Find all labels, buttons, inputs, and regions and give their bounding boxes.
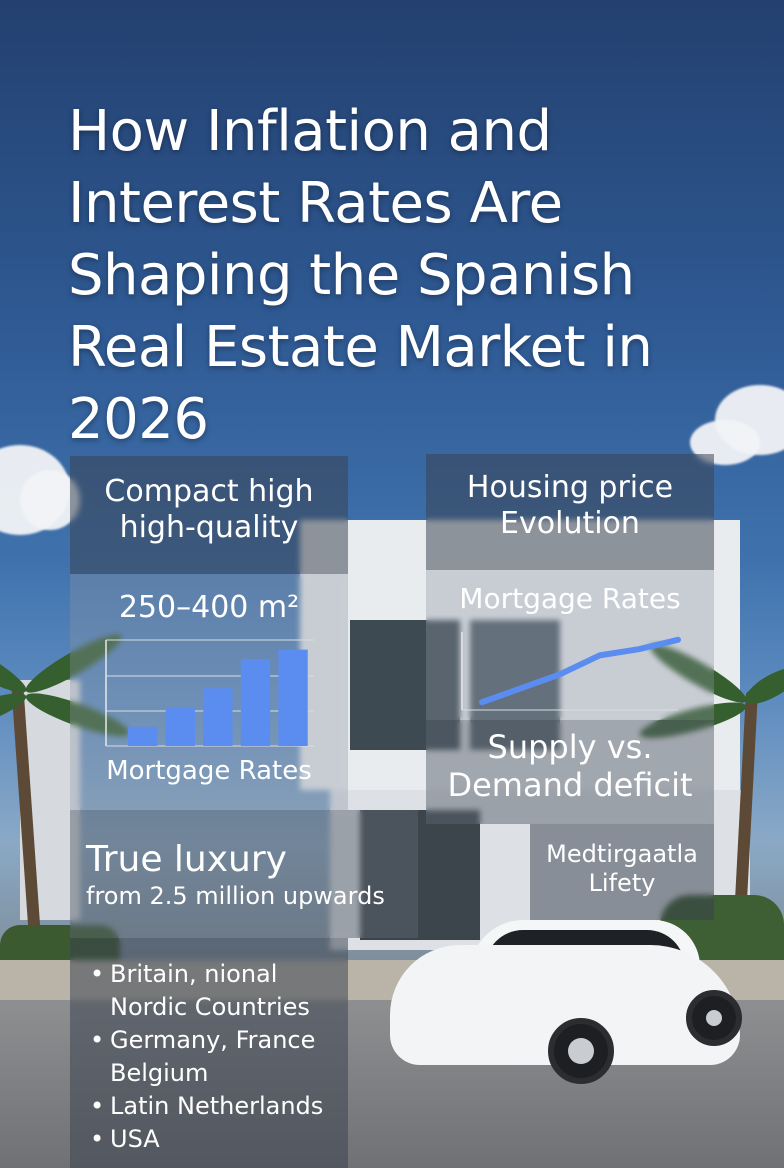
panel-luxury: True luxury from 2.5 million upwards [70, 810, 418, 938]
supply-demand-text: Supply vs. Demand deficit [447, 728, 693, 805]
bar-chart-label: Mortgage Rates [106, 756, 312, 786]
size-range-text: 250–400 m² [118, 590, 300, 625]
list-item: • Latin Netherlands [90, 1092, 324, 1120]
panel-compact-heading: Compact high high-quality [70, 456, 348, 574]
list-item: • Germany, France Belgium [90, 1026, 316, 1087]
panel-housing-heading: Housing price Evolution [426, 454, 714, 570]
panel-countries [70, 938, 348, 1168]
panel-size-chart: 250–400 m² Mortgage Rates [70, 574, 348, 810]
lifestyle-text: Medtirgaatla Lifety [546, 840, 698, 897]
panel-lifestyle: Medtirgaatla Lifety [530, 824, 714, 920]
luxury-title: True luxury [86, 839, 287, 880]
bar [165, 707, 195, 746]
list-item: • Britain, nional Nordic Countries [90, 960, 310, 1021]
bar [278, 649, 308, 746]
bar [203, 688, 233, 746]
line-chart [461, 632, 681, 711]
bar [240, 659, 271, 746]
page-title: How Inflation and Interest Rates Are Sha… [68, 99, 653, 452]
panel-supply-demand: Supply vs. Demand deficit [426, 720, 714, 824]
luxury-subtitle: from 2.5 million upwards [86, 882, 385, 910]
housing-heading-text: Housing price Evolution [466, 470, 674, 541]
panel-mortgage-chart: Mortgage Rates [426, 570, 714, 720]
bar [128, 726, 158, 746]
country-list: • Britain, nional Nordic Countries • Germa… [86, 958, 348, 1156]
car-wheel [548, 1018, 614, 1084]
bar-chart [105, 639, 314, 747]
line-series [479, 636, 681, 706]
car-wheel [686, 990, 742, 1046]
list-item: • USA [90, 1125, 160, 1153]
compact-heading-text: Compact high high-quality [104, 474, 314, 545]
mortgage-chart-title: Mortgage Rates [459, 582, 681, 615]
